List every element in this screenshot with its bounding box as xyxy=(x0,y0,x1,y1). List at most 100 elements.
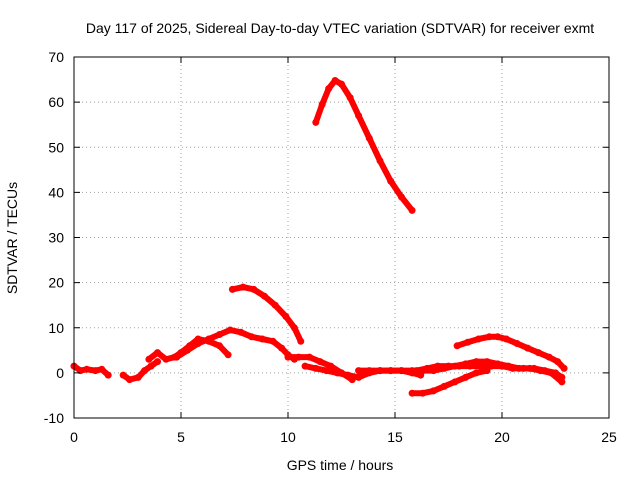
data-point xyxy=(397,193,405,201)
data-point xyxy=(312,364,320,372)
data-point xyxy=(487,362,495,370)
data-point xyxy=(333,369,341,377)
data-point xyxy=(494,333,502,341)
data-point xyxy=(173,353,181,361)
data-point xyxy=(513,340,521,347)
data-point xyxy=(509,364,517,372)
x-tick-label: 20 xyxy=(494,429,510,445)
data-point xyxy=(282,313,290,320)
data-point xyxy=(325,85,333,93)
data-point xyxy=(376,157,384,165)
data-point xyxy=(194,340,202,347)
data-point xyxy=(475,335,482,343)
data-point xyxy=(387,177,395,185)
y-tick-label: 70 xyxy=(48,49,64,65)
axes: 0 5 10 15 20 25 -10 0 10 20 30 40 50 60 70 xyxy=(44,49,617,445)
data-point xyxy=(365,367,373,375)
data-point xyxy=(376,367,384,375)
data-point xyxy=(250,285,258,293)
data-point xyxy=(387,367,395,375)
data-point xyxy=(355,373,363,381)
data-point xyxy=(346,94,354,102)
data-point xyxy=(355,367,363,375)
data-point xyxy=(419,389,427,397)
data-point xyxy=(147,362,155,370)
data-point xyxy=(558,373,566,381)
data-point xyxy=(554,358,562,366)
data-point xyxy=(440,382,448,390)
data-point xyxy=(183,346,191,354)
data-point xyxy=(323,367,330,375)
data-point xyxy=(462,373,470,381)
data-point xyxy=(98,365,106,373)
data-point xyxy=(312,118,320,126)
data-point xyxy=(530,364,538,372)
y-tick-label: -10 xyxy=(44,410,64,426)
x-tick-label: 15 xyxy=(387,429,403,445)
data-point xyxy=(226,326,234,334)
data-point xyxy=(224,351,232,359)
y-tick-label: 20 xyxy=(48,275,64,291)
y-tick-label: 30 xyxy=(48,230,64,246)
data-point xyxy=(318,100,326,108)
data-point xyxy=(290,324,298,332)
data-point xyxy=(331,77,339,84)
data-point xyxy=(271,301,279,309)
y-tick-label: 50 xyxy=(48,139,64,155)
data-point xyxy=(297,337,305,345)
data-point xyxy=(248,333,256,341)
data-point xyxy=(519,364,527,372)
data-point xyxy=(83,365,91,373)
data-point xyxy=(524,344,532,352)
data-point xyxy=(466,362,474,370)
data-point xyxy=(316,358,324,366)
data-point xyxy=(355,112,363,120)
series-pass-8 xyxy=(312,77,416,214)
y-axis-label: SDTVAR / TECUs xyxy=(4,182,20,294)
chart-title: Day 117 of 2025, Sidereal Day-to-day VTE… xyxy=(86,20,594,36)
data-point xyxy=(154,358,161,366)
data-point xyxy=(295,353,303,361)
data-point xyxy=(141,367,149,375)
data-point xyxy=(134,373,142,381)
data-point xyxy=(216,331,223,338)
data-point xyxy=(472,369,480,377)
data-point xyxy=(269,337,277,345)
data-point xyxy=(464,338,472,346)
data-point xyxy=(397,367,405,375)
y-tick-label: 40 xyxy=(48,184,64,200)
data-point xyxy=(338,80,345,88)
data-point xyxy=(258,335,266,343)
x-tick-label: 10 xyxy=(280,429,296,445)
data-point xyxy=(534,349,542,357)
data-point xyxy=(485,333,493,341)
data-point xyxy=(239,283,247,291)
data-point xyxy=(453,342,461,350)
data-traces xyxy=(70,77,568,397)
data-point xyxy=(301,362,309,370)
data-point xyxy=(408,389,416,397)
data-point xyxy=(305,353,313,361)
data-point xyxy=(455,362,463,370)
data-point xyxy=(91,367,99,375)
data-point xyxy=(278,344,286,352)
y-tick-label: 10 xyxy=(48,320,64,336)
data-point xyxy=(434,362,442,370)
data-point xyxy=(145,355,153,363)
data-point xyxy=(344,371,352,379)
x-tick-label: 5 xyxy=(177,429,185,445)
data-point xyxy=(327,362,335,370)
data-point xyxy=(104,371,112,379)
data-point xyxy=(545,353,553,361)
y-tick-label: 60 xyxy=(48,94,64,110)
data-point xyxy=(205,335,213,343)
data-point xyxy=(126,376,134,384)
data-point xyxy=(216,342,223,350)
data-point xyxy=(365,134,373,142)
data-point xyxy=(76,367,84,375)
data-point xyxy=(498,362,506,370)
data-point xyxy=(477,362,485,370)
data-point xyxy=(412,367,420,375)
x-tick-label: 25 xyxy=(601,429,617,445)
